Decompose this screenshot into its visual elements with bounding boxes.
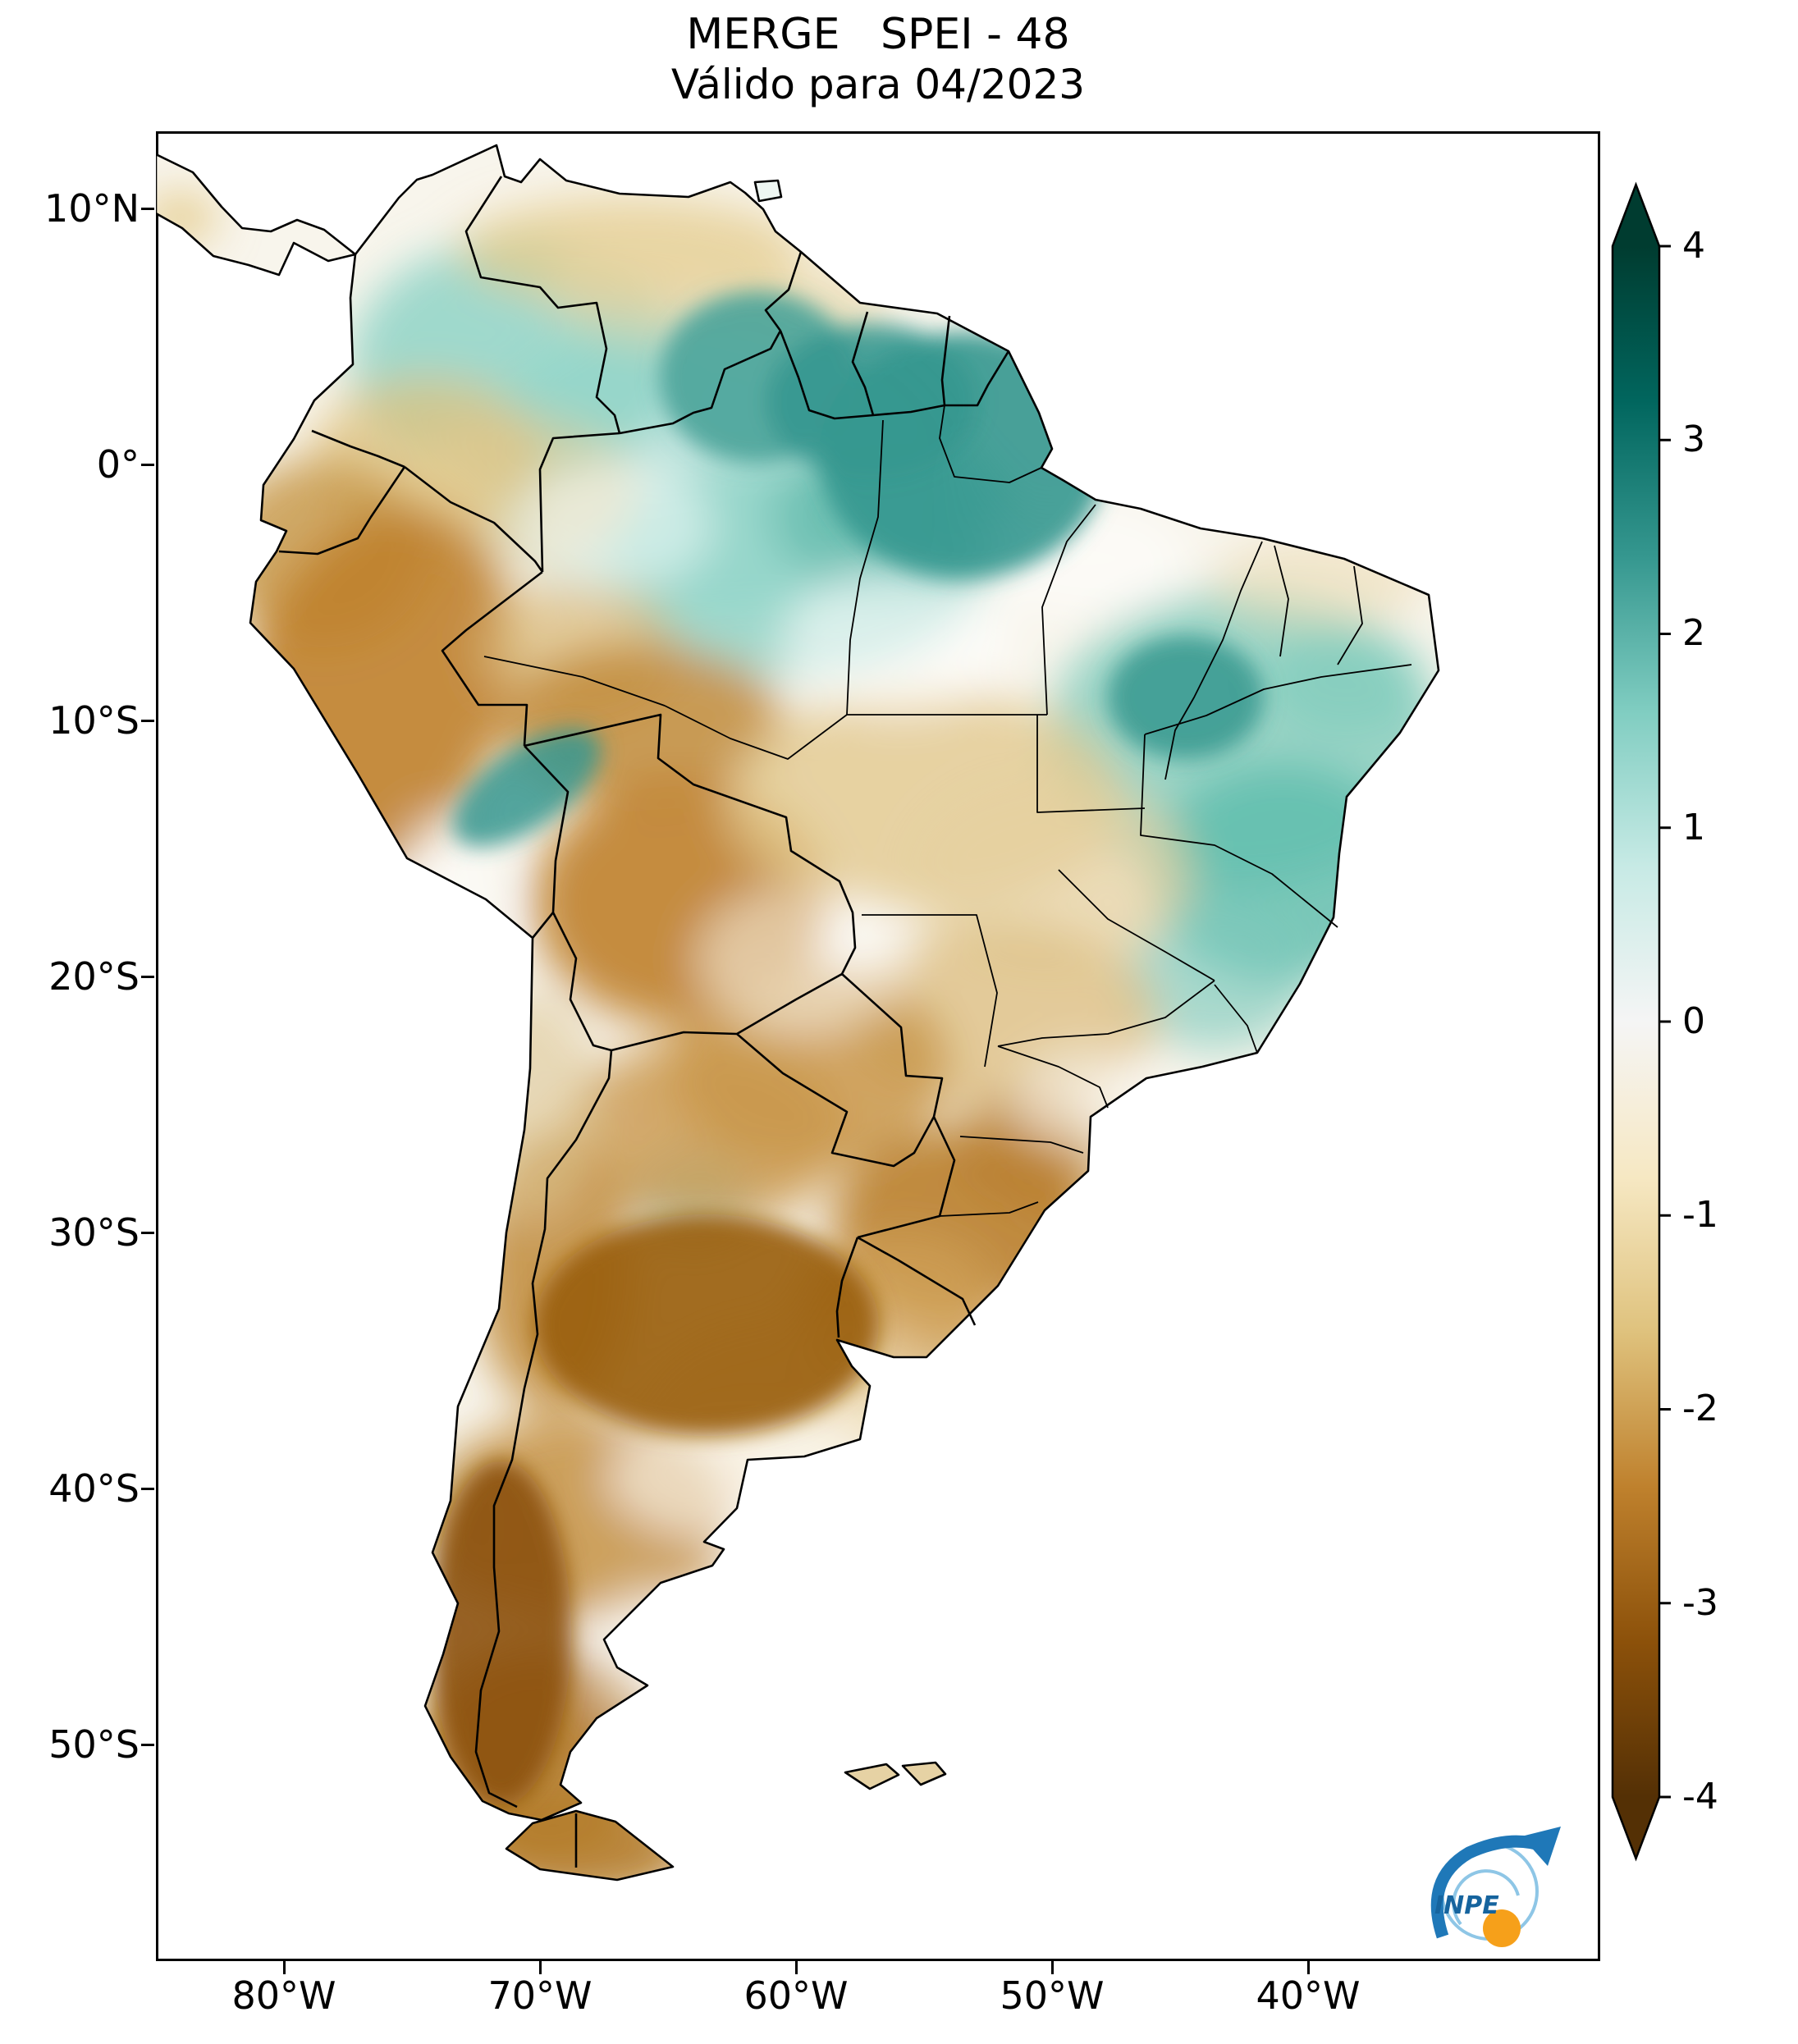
y-tick-label: 50°S: [48, 1722, 140, 1767]
colorbar-tick-label: -3: [1682, 1582, 1718, 1624]
map-subtitle: Válido para 04/2023: [670, 61, 1086, 108]
y-tick-mark: [141, 976, 154, 978]
y-tick-label: 20°S: [48, 954, 140, 999]
y-tick-label: 10°S: [48, 698, 140, 743]
colorbar-tick-marks: [1659, 245, 1671, 1799]
colorbar-tick-label: 1: [1682, 807, 1705, 848]
x-tick-mark: [795, 1961, 798, 1974]
x-tick-label: 70°W: [487, 1973, 592, 2018]
y-tick-label: 10°N: [44, 186, 140, 231]
x-tick-mark: [539, 1961, 542, 1974]
y-tick-mark: [141, 208, 154, 210]
arrow-icon: [1521, 1827, 1561, 1866]
state-borders: [483, 405, 1412, 1217]
inpe-logo: INPE: [1430, 1827, 1561, 1947]
south-america-spei-map: INPE: [156, 144, 1561, 1947]
y-tick-mark: [141, 1488, 154, 1490]
x-tick-mark: [283, 1961, 286, 1974]
y-tick-mark: [141, 1232, 154, 1234]
coastline: [156, 144, 1440, 1882]
x-tick-label: 40°W: [1256, 1973, 1361, 2018]
colorbar-tick-label: -4: [1682, 1776, 1718, 1818]
colorbar-tick-label: 4: [1682, 225, 1705, 267]
map-title: MERGE SPEI - 48: [686, 10, 1070, 59]
y-tick-label: 30°S: [48, 1210, 140, 1255]
orange-dot-icon: [1483, 1909, 1521, 1947]
y-tick-label: 40°S: [48, 1466, 140, 1511]
colorbar-tick-label: 0: [1682, 1000, 1705, 1042]
colorbar-gradient: [1611, 181, 1661, 1862]
colorbar-tick-label: 3: [1682, 418, 1705, 460]
y-tick-label: 0°: [96, 442, 140, 487]
x-tick-label: 50°W: [1000, 1973, 1105, 2018]
inpe-logo-text: INPE: [1434, 1891, 1499, 1920]
colorbar: [1611, 181, 1671, 1862]
colorbar-tick-label: -1: [1682, 1194, 1718, 1236]
colorbar-tick-label: 2: [1682, 612, 1705, 654]
country-borders: [278, 176, 1010, 1868]
y-tick-mark: [141, 464, 154, 466]
y-tick-mark: [141, 720, 154, 722]
colorbar-tick-label: -2: [1682, 1388, 1718, 1429]
y-tick-mark: [141, 1744, 154, 1746]
x-tick-mark: [1307, 1961, 1310, 1974]
x-tick-mark: [1051, 1961, 1054, 1974]
x-tick-label: 80°W: [231, 1973, 336, 2018]
spei-field: [156, 145, 1439, 1880]
x-tick-label: 60°W: [743, 1973, 849, 2018]
